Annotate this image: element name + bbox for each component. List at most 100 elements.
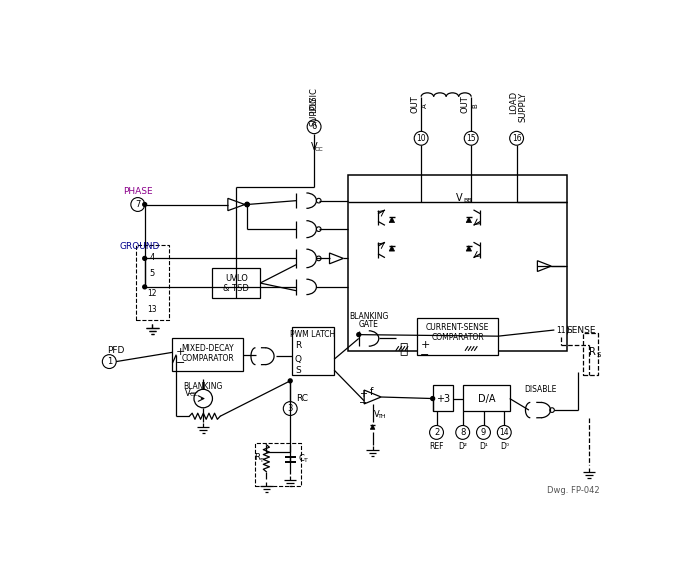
Text: 12: 12 bbox=[148, 289, 157, 298]
Text: LOAD: LOAD bbox=[509, 90, 518, 114]
Circle shape bbox=[288, 451, 292, 454]
Text: 5: 5 bbox=[150, 269, 155, 278]
Text: 15: 15 bbox=[466, 134, 476, 143]
Text: C: C bbox=[298, 454, 304, 463]
Text: BLANKING: BLANKING bbox=[184, 383, 223, 392]
Circle shape bbox=[497, 425, 511, 439]
Bar bbox=[348, 175, 568, 351]
Text: V: V bbox=[455, 193, 462, 203]
Bar bbox=[464, 384, 510, 411]
Circle shape bbox=[131, 198, 144, 211]
Circle shape bbox=[429, 425, 444, 439]
Circle shape bbox=[316, 256, 321, 261]
Circle shape bbox=[414, 132, 428, 145]
Text: RC: RC bbox=[297, 394, 308, 403]
Circle shape bbox=[464, 132, 478, 145]
Circle shape bbox=[288, 451, 292, 454]
Text: +: + bbox=[420, 341, 430, 351]
Polygon shape bbox=[330, 253, 343, 264]
Text: OUT: OUT bbox=[411, 96, 420, 114]
Circle shape bbox=[145, 302, 160, 316]
Circle shape bbox=[283, 402, 297, 415]
Text: D¹: D¹ bbox=[479, 442, 488, 451]
Text: T: T bbox=[303, 459, 308, 464]
Text: D/A: D/A bbox=[478, 393, 495, 404]
Circle shape bbox=[477, 425, 491, 439]
Text: Q: Q bbox=[294, 355, 301, 364]
Text: −: − bbox=[175, 358, 185, 368]
Bar bbox=[433, 384, 453, 411]
Text: PWM LATCH: PWM LATCH bbox=[290, 330, 336, 339]
Text: TH: TH bbox=[378, 414, 387, 419]
Bar bbox=[255, 443, 301, 486]
Polygon shape bbox=[389, 217, 394, 223]
Text: OUT: OUT bbox=[460, 96, 469, 114]
Text: 2: 2 bbox=[434, 428, 439, 437]
Text: 16: 16 bbox=[512, 134, 522, 143]
Text: D²: D² bbox=[458, 442, 467, 451]
Bar bbox=[292, 327, 334, 375]
Text: GROUND: GROUND bbox=[120, 242, 160, 251]
Text: S: S bbox=[295, 365, 301, 374]
Circle shape bbox=[143, 256, 147, 260]
Bar bbox=[173, 338, 244, 371]
Circle shape bbox=[510, 132, 524, 145]
Text: f: f bbox=[369, 387, 373, 397]
Circle shape bbox=[555, 323, 568, 337]
Text: −: − bbox=[420, 350, 430, 360]
Text: & TSD: & TSD bbox=[224, 284, 249, 293]
Circle shape bbox=[145, 251, 160, 265]
Text: 9: 9 bbox=[481, 428, 486, 437]
Text: SUPPLY: SUPPLY bbox=[310, 96, 319, 126]
Text: 6: 6 bbox=[312, 122, 316, 132]
Text: PHASE: PHASE bbox=[123, 187, 153, 196]
Text: +: + bbox=[359, 389, 367, 399]
Polygon shape bbox=[466, 217, 471, 223]
Text: −: − bbox=[359, 398, 367, 408]
Polygon shape bbox=[228, 198, 245, 211]
Text: 7: 7 bbox=[135, 200, 140, 209]
Circle shape bbox=[307, 120, 321, 134]
Polygon shape bbox=[466, 246, 471, 251]
Text: D⁰: D⁰ bbox=[499, 442, 509, 451]
Text: Dwg. FP-042: Dwg. FP-042 bbox=[546, 486, 599, 495]
Text: V: V bbox=[311, 142, 317, 152]
Circle shape bbox=[245, 202, 250, 207]
Text: CURRENT-SENSE: CURRENT-SENSE bbox=[426, 323, 489, 332]
Text: 4: 4 bbox=[150, 253, 155, 262]
Text: V: V bbox=[185, 389, 191, 398]
Text: +3: +3 bbox=[436, 393, 450, 404]
Text: BB: BB bbox=[464, 198, 472, 203]
Text: R: R bbox=[294, 341, 301, 350]
Text: GATE: GATE bbox=[359, 320, 378, 329]
Text: 3: 3 bbox=[288, 404, 293, 413]
Circle shape bbox=[145, 266, 160, 280]
Text: R: R bbox=[254, 454, 260, 463]
Text: T: T bbox=[260, 457, 264, 463]
Text: V: V bbox=[374, 410, 379, 419]
Circle shape bbox=[316, 198, 321, 203]
Polygon shape bbox=[389, 246, 394, 251]
Circle shape bbox=[357, 333, 361, 337]
Text: S: S bbox=[596, 352, 601, 357]
Circle shape bbox=[143, 285, 147, 289]
Circle shape bbox=[143, 202, 147, 206]
Bar bbox=[583, 333, 599, 375]
Text: 1: 1 bbox=[107, 357, 112, 366]
Text: COMPARATOR: COMPARATOR bbox=[431, 333, 484, 342]
Circle shape bbox=[288, 379, 292, 383]
Text: R: R bbox=[590, 347, 596, 357]
Text: CC: CC bbox=[190, 392, 198, 397]
Circle shape bbox=[145, 287, 160, 301]
Polygon shape bbox=[370, 425, 375, 429]
Text: BLANKING: BLANKING bbox=[349, 312, 389, 321]
Circle shape bbox=[431, 397, 435, 401]
Text: 10: 10 bbox=[416, 134, 426, 143]
Text: UVLO: UVLO bbox=[225, 274, 248, 283]
Text: MIXED-DECAY: MIXED-DECAY bbox=[182, 344, 234, 353]
Text: ⫠: ⫠ bbox=[399, 342, 407, 356]
Text: +: + bbox=[175, 347, 185, 357]
Text: CC: CC bbox=[314, 147, 323, 152]
Text: PFD: PFD bbox=[107, 346, 125, 355]
Text: COMPARATOR: COMPARATOR bbox=[182, 354, 234, 363]
